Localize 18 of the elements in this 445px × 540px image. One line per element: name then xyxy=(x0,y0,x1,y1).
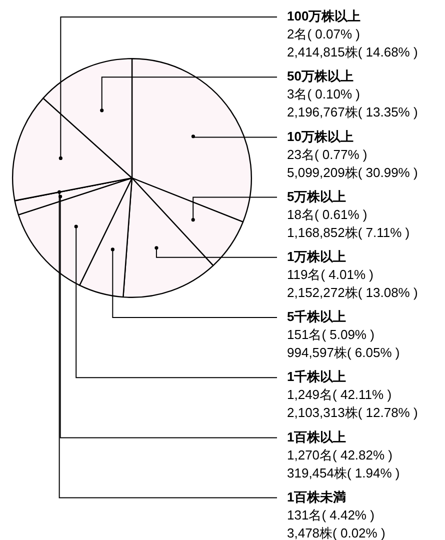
data-label: 2名( 0.07% ) 2,414,815株( 14.68% ) xyxy=(287,26,418,60)
slice-label: 5万株以上 xyxy=(287,188,346,204)
slice-label: 1百株以上 xyxy=(287,429,346,444)
slice-label: 100万株以上 xyxy=(287,8,361,24)
data-label: 131名( 4.42% ) 3,478株( 0.02% ) xyxy=(287,507,386,540)
data-label: 23名( 0.77% ) 5,099,209株( 30.99% ) xyxy=(287,146,418,180)
slice-label: 50万株以上 xyxy=(287,68,354,84)
slice-label: 1万株以上 xyxy=(287,248,346,264)
data-label: 151名( 5.09% ) 994,597株( 6.05% ) xyxy=(287,327,400,360)
slice-label: 1千株以上 xyxy=(287,369,346,384)
data-label: 3名( 0.10% ) 2,196,767株( 13.35% ) xyxy=(287,86,418,120)
data-label: 18名( 0.61% ) 1,168,852株( 7.11% ) xyxy=(287,206,410,240)
data-label: 1,270名( 42.82% ) 319,454株( 1.94% ) xyxy=(287,447,400,480)
data-label: 1,249名( 42.11% ) 2,103,313株( 12.78% ) xyxy=(287,387,418,420)
slice-label: 10万株以上 xyxy=(287,128,354,144)
slice-label: 1百株未満 xyxy=(287,489,346,504)
data-label: 119名( 4.01% ) 2,152,272株( 13.08% ) xyxy=(287,266,418,300)
slice-label: 5千株以上 xyxy=(287,309,346,324)
